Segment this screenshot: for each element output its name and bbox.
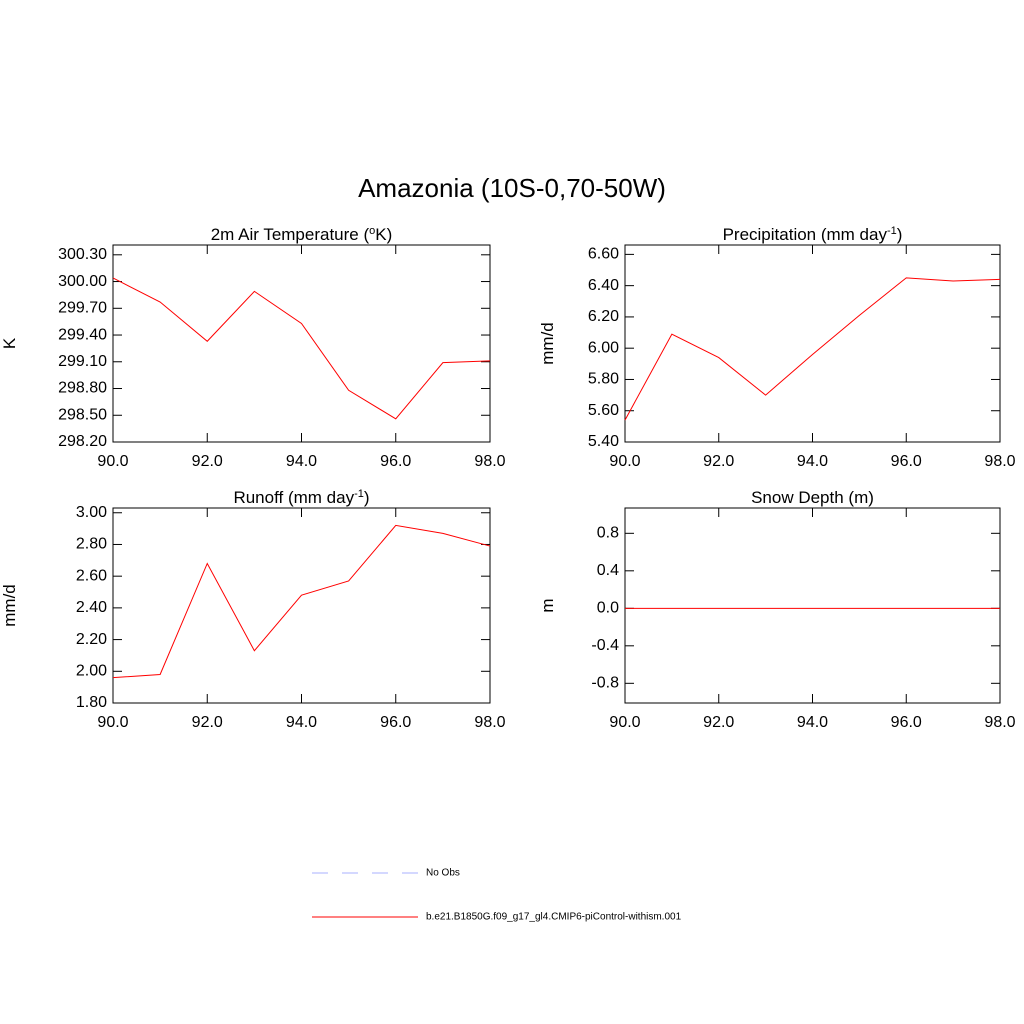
data-line: [112, 524, 491, 679]
legend-label: b.e21.B1850G.f09_g17_gl4.CMIP6-piControl…: [426, 912, 682, 923]
x-tick-label: 92.0: [192, 453, 223, 470]
x-tick-label: 96.0: [891, 714, 922, 731]
y-tick-label: 299.40: [58, 326, 107, 343]
y-tick-label: 300.00: [58, 273, 107, 290]
plot-frame: [624, 507, 1001, 704]
title-part: ): [897, 225, 903, 244]
x-tick-label: 90.0: [609, 453, 640, 470]
y-tick-label: 1.80: [76, 694, 107, 711]
y-tick-label: 2.60: [76, 567, 107, 584]
x-tick-label: 96.0: [380, 714, 411, 731]
title-part: ): [364, 488, 370, 507]
title-part: -1: [887, 225, 897, 237]
y-tick-label: 2.00: [76, 663, 107, 680]
plot-frame: [624, 244, 1001, 443]
x-tick-label: 98.0: [984, 714, 1015, 731]
y-axis-label: mm/d: [538, 322, 557, 365]
data-line: [112, 277, 491, 420]
y-tick-label: 6.00: [588, 339, 619, 356]
x-tick-label: 94.0: [797, 714, 828, 731]
x-tick-label: 90.0: [609, 714, 640, 731]
title-part: Precipitation (mm day: [723, 225, 888, 244]
y-tick-label: 5.40: [588, 433, 619, 450]
panel-title: Runoff (mm day-1): [233, 488, 369, 507]
plot-frame: [112, 507, 491, 704]
x-tick-label: 90.0: [97, 714, 128, 731]
y-tick-label: 0.4: [597, 562, 619, 579]
title-part: K): [375, 225, 392, 244]
y-tick-label: 0.0: [597, 600, 619, 617]
title-part: o: [369, 225, 375, 237]
figure-title: Amazonia (10S-0,70-50W): [358, 173, 666, 203]
y-tick-label: 2.80: [76, 536, 107, 553]
y-tick-label: -0.8: [591, 675, 619, 692]
y-tick-label: 298.80: [58, 380, 107, 397]
y-tick-label: 6.40: [588, 277, 619, 294]
x-tick-label: 94.0: [286, 453, 317, 470]
x-tick-label: 94.0: [286, 714, 317, 731]
y-axis-label: K: [0, 337, 19, 349]
y-axis-label: mm/d: [0, 584, 19, 627]
y-tick-label: 298.20: [58, 433, 107, 450]
x-tick-label: 92.0: [703, 714, 734, 731]
title-part: 2m Air Temperature (: [211, 225, 370, 244]
panel-title: Precipitation (mm day-1): [723, 225, 903, 244]
title-part: -1: [354, 488, 364, 500]
x-tick-label: 98.0: [984, 453, 1015, 470]
panel-title: Snow Depth (m): [751, 488, 874, 507]
y-tick-label: 299.10: [58, 353, 107, 370]
y-tick-label: 6.60: [588, 246, 619, 263]
y-tick-label: 5.60: [588, 402, 619, 419]
x-tick-label: 94.0: [797, 453, 828, 470]
y-tick-label: 6.20: [588, 308, 619, 325]
y-axis-label: m: [538, 598, 557, 612]
data-line: [624, 277, 1001, 421]
x-tick-label: 92.0: [192, 714, 223, 731]
x-tick-label: 96.0: [891, 453, 922, 470]
y-tick-label: 2.40: [76, 599, 107, 616]
title-part: Snow Depth (m): [751, 488, 874, 507]
y-tick-label: 3.00: [76, 504, 107, 521]
y-tick-label: 300.30: [58, 246, 107, 263]
x-tick-label: 90.0: [97, 453, 128, 470]
legend-label: No Obs: [426, 868, 460, 879]
y-tick-label: 298.50: [58, 406, 107, 423]
y-tick-label: 0.8: [597, 525, 619, 542]
x-tick-label: 92.0: [703, 453, 734, 470]
title-part: Runoff (mm day: [233, 488, 354, 507]
y-tick-label: 2.20: [76, 631, 107, 648]
y-tick-label: 5.80: [588, 371, 619, 388]
plot-frame: [112, 244, 491, 443]
panel-title: 2m Air Temperature (oK): [211, 225, 393, 244]
x-tick-label: 98.0: [474, 453, 505, 470]
y-tick-label: 299.70: [58, 300, 107, 317]
x-tick-label: 98.0: [474, 714, 505, 731]
y-tick-label: -0.4: [591, 637, 619, 654]
x-tick-label: 96.0: [380, 453, 411, 470]
